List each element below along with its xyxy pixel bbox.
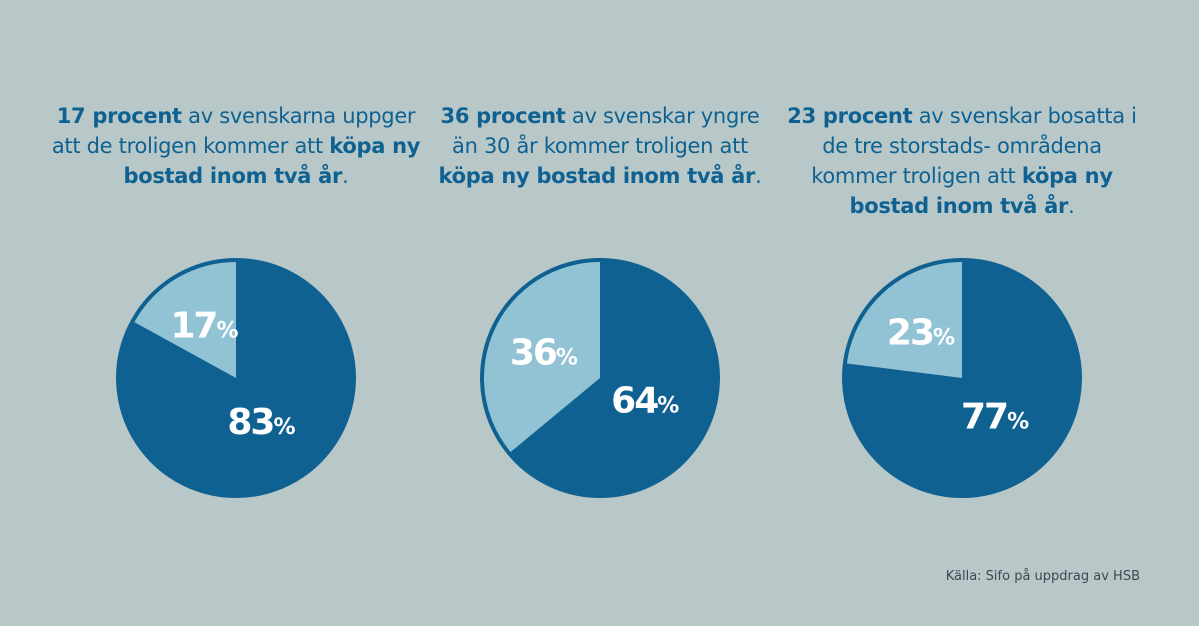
title-segment: av svenskarna uppger att de troligen kom… bbox=[51, 104, 416, 158]
chart-title-3: 23 procent av svenskar bosatta i de tre … bbox=[777, 101, 1147, 221]
data-label-17: 17% bbox=[170, 306, 238, 347]
data-label-36: 36% bbox=[510, 333, 578, 374]
chart-title-1: 17 procent av svenskarna uppger att de t… bbox=[46, 101, 426, 191]
title-segment: köpa ny bostad inom två år bbox=[849, 164, 1113, 218]
data-label-83: 83% bbox=[227, 402, 295, 443]
title-segment: 23 procent bbox=[787, 104, 913, 128]
title-segment: . bbox=[755, 164, 762, 188]
title-segment: 36 procent bbox=[440, 104, 566, 128]
data-label-23: 23% bbox=[887, 312, 955, 353]
title-segment: . bbox=[342, 164, 349, 188]
title-segment: köpa ny bostad inom två år bbox=[123, 134, 421, 188]
title-segment: köpa ny bostad inom två år bbox=[438, 164, 756, 188]
pie-slice-23 bbox=[846, 262, 962, 378]
title-segment: . bbox=[1068, 194, 1075, 218]
data-label-77: 77% bbox=[961, 397, 1029, 438]
source-note: Källa: Sifo på uppdrag av HSB bbox=[945, 569, 1140, 584]
title-segment: av svenskar yngre än 30 år kommer trolig… bbox=[452, 104, 760, 158]
data-label-64: 64% bbox=[611, 380, 679, 421]
pie-slice-36 bbox=[483, 262, 600, 452]
title-segment: av svenskar bosatta i de tre storstads- … bbox=[811, 104, 1137, 188]
chart-title-2: 36 procent av svenskar yngre än 30 år ko… bbox=[430, 101, 770, 191]
title-segment: 17 procent bbox=[56, 104, 182, 128]
pie-slice-17 bbox=[134, 262, 236, 378]
